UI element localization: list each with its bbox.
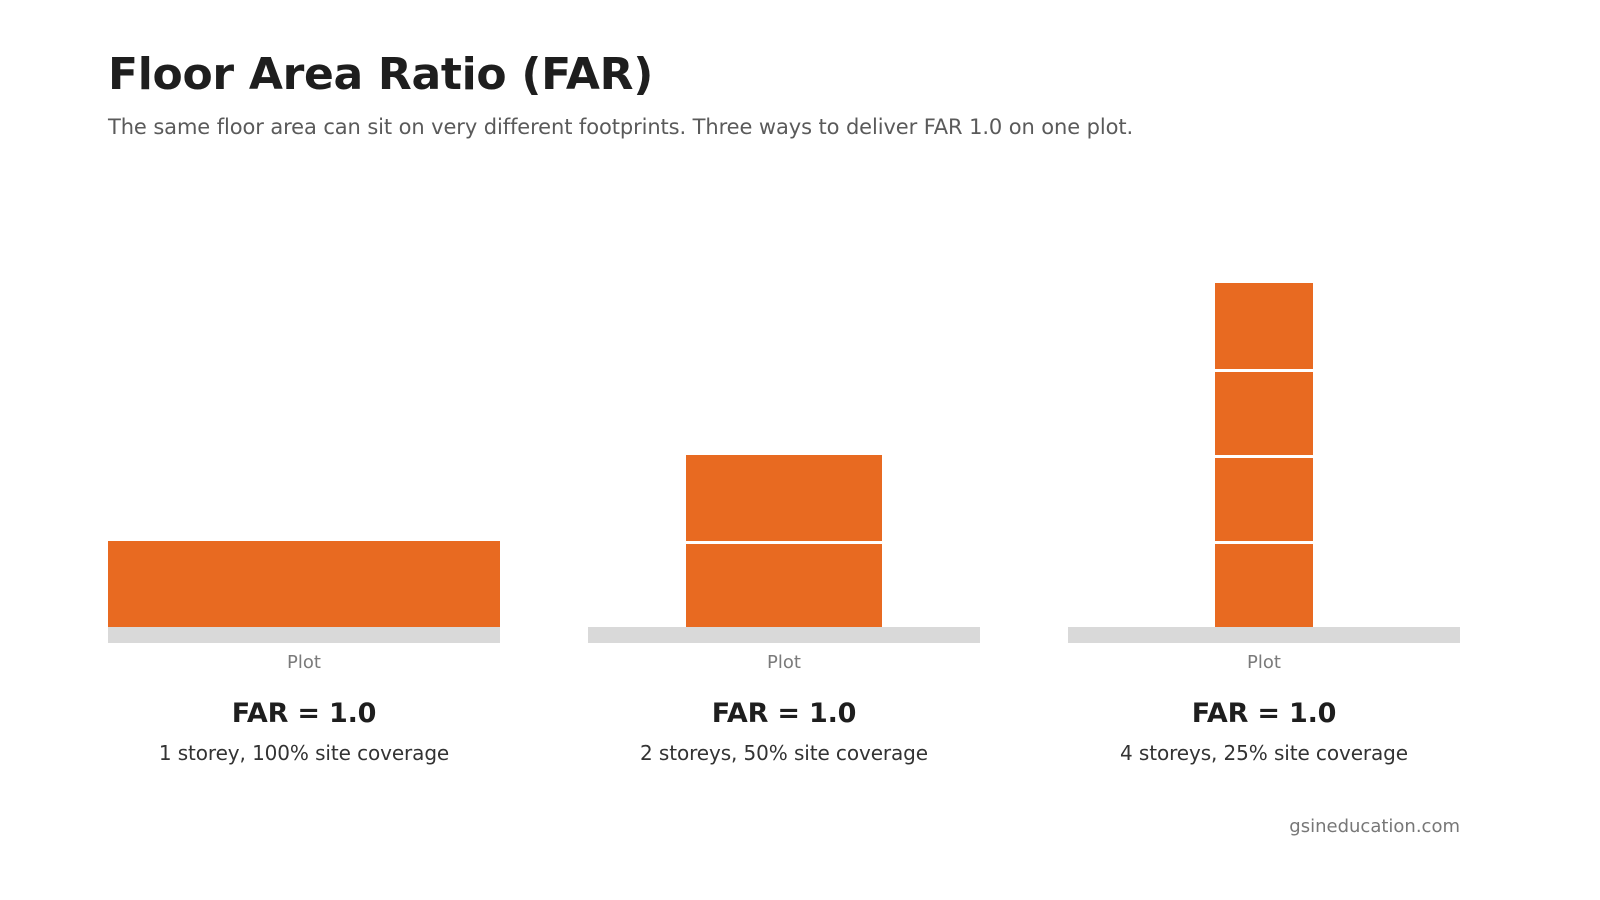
plot-ground xyxy=(108,627,500,643)
building-massing xyxy=(588,260,980,627)
far-scenario-1-storey: Plot FAR = 1.0 1 storey, 100% site cover… xyxy=(108,260,500,780)
scenario-description: 4 storeys, 25% site coverage xyxy=(1120,741,1408,765)
storey-3 xyxy=(1215,372,1313,455)
plot-label: Plot xyxy=(1247,652,1281,673)
storey-1 xyxy=(686,544,882,627)
far-scenario-4-storeys: Plot FAR = 1.0 4 storeys, 25% site cover… xyxy=(1068,260,1460,780)
storey-2 xyxy=(1215,458,1313,541)
far-value: FAR = 1.0 xyxy=(1191,698,1337,729)
storey-1 xyxy=(1215,544,1313,627)
plot-ground xyxy=(1068,627,1460,643)
far-value: FAR = 1.0 xyxy=(231,698,377,729)
source-credit: gsineducation.com xyxy=(1289,816,1460,837)
far-scenario-2-storeys: Plot FAR = 1.0 2 storeys, 50% site cover… xyxy=(588,260,980,780)
page-title: Floor Area Ratio (FAR) xyxy=(108,49,654,100)
plot-label: Plot xyxy=(767,652,801,673)
scenario-description: 2 storeys, 50% site coverage xyxy=(640,741,928,765)
building-massing xyxy=(1068,260,1460,627)
page-subtitle: The same floor area can sit on very diff… xyxy=(108,115,1134,139)
plot-label: Plot xyxy=(287,652,321,673)
plot-ground xyxy=(588,627,980,643)
storey-4 xyxy=(1215,283,1313,369)
scenario-description: 1 storey, 100% site coverage xyxy=(158,741,450,765)
storey-2 xyxy=(686,455,882,541)
building-massing xyxy=(108,260,500,627)
far-value: FAR = 1.0 xyxy=(711,698,857,729)
storey-1 xyxy=(108,541,500,627)
